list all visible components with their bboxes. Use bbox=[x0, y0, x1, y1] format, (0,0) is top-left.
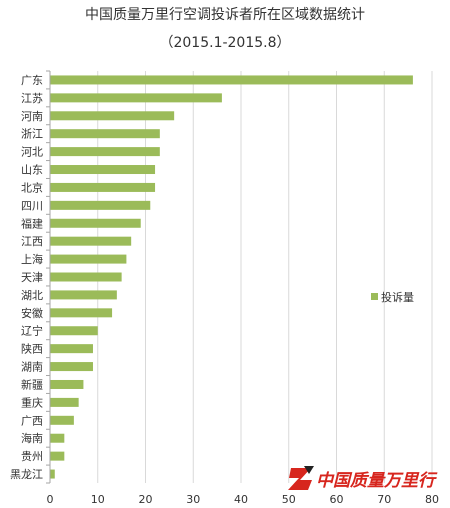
bar bbox=[50, 200, 151, 210]
logo-text: 中国质量万里行 bbox=[316, 471, 438, 491]
bar bbox=[50, 129, 160, 139]
category-label: 山东 bbox=[21, 164, 43, 177]
bar bbox=[50, 469, 55, 479]
bar bbox=[50, 182, 156, 192]
bar bbox=[50, 379, 84, 389]
gridlines bbox=[97, 71, 433, 483]
category-label: 新疆 bbox=[21, 377, 43, 391]
bar bbox=[50, 147, 160, 157]
category-label: 江苏 bbox=[21, 92, 43, 105]
category-label: 浙江 bbox=[21, 128, 43, 141]
bar bbox=[50, 397, 79, 407]
category-label: 陕西 bbox=[21, 342, 43, 356]
legend-label: 投诉量 bbox=[381, 290, 414, 304]
chart-subtitle: （2015.1-2015.8） bbox=[159, 35, 290, 51]
y-axis bbox=[46, 70, 51, 484]
chart-title: 中国质量万里行空调投诉者所在区域数据统计 bbox=[85, 7, 365, 23]
bar bbox=[50, 433, 65, 443]
bar bbox=[50, 344, 93, 354]
category-label: 贵州 bbox=[21, 450, 43, 463]
bar bbox=[50, 165, 156, 175]
bar bbox=[50, 254, 127, 264]
category-label: 湖南 bbox=[21, 361, 43, 374]
category-label: 江西 bbox=[21, 235, 43, 248]
bar bbox=[50, 75, 413, 85]
category-label: 上海 bbox=[21, 252, 43, 266]
bar bbox=[50, 218, 141, 228]
category-label: 安徽 bbox=[21, 306, 43, 320]
category-label: 辽宁 bbox=[21, 324, 43, 338]
bar bbox=[50, 111, 175, 121]
x-tick-label: 20 bbox=[139, 493, 153, 506]
bar bbox=[50, 290, 117, 300]
bar bbox=[50, 415, 74, 425]
x-tick-label: 0 bbox=[47, 493, 54, 506]
bar bbox=[50, 308, 113, 318]
x-tick-label: 30 bbox=[186, 493, 200, 506]
bar bbox=[50, 451, 65, 461]
bar bbox=[50, 272, 122, 282]
category-labels: 广东江苏河南浙江河北山东北京四川福建江西上海天津湖北安徽辽宁陕西湖南新疆重庆广西… bbox=[10, 74, 43, 481]
category-label: 天津 bbox=[21, 271, 43, 284]
x-tick-label: 70 bbox=[377, 493, 391, 506]
bar bbox=[50, 326, 98, 336]
bar bbox=[50, 93, 222, 103]
bar bbox=[50, 236, 132, 246]
category-label: 北京 bbox=[21, 180, 43, 194]
category-label: 福建 bbox=[21, 216, 43, 230]
legend-swatch bbox=[371, 293, 378, 300]
category-label: 湖北 bbox=[21, 289, 43, 302]
x-tick-label: 50 bbox=[282, 493, 296, 506]
category-label: 海南 bbox=[21, 431, 43, 445]
category-label: 广东 bbox=[21, 74, 43, 87]
bars bbox=[50, 75, 413, 479]
category-label: 河南 bbox=[21, 110, 43, 123]
x-tick-labels: 0 10 20 30 40 50 60 70 80 bbox=[47, 493, 440, 506]
logo: 中国质量万里行 bbox=[288, 466, 438, 491]
x-tick-label: 10 bbox=[91, 493, 105, 506]
logo-mark-icon bbox=[288, 466, 314, 490]
x-tick-label: 80 bbox=[425, 493, 439, 506]
category-label: 重庆 bbox=[21, 395, 43, 409]
legend: 投诉量 bbox=[371, 290, 414, 304]
bar bbox=[50, 362, 93, 372]
category-label: 黑龙江 bbox=[10, 468, 43, 481]
category-label: 河北 bbox=[21, 146, 43, 159]
x-tick-label: 60 bbox=[330, 493, 344, 506]
category-label: 广西 bbox=[21, 414, 43, 427]
x-tick-label: 40 bbox=[234, 493, 248, 506]
category-label: 四川 bbox=[21, 199, 43, 212]
